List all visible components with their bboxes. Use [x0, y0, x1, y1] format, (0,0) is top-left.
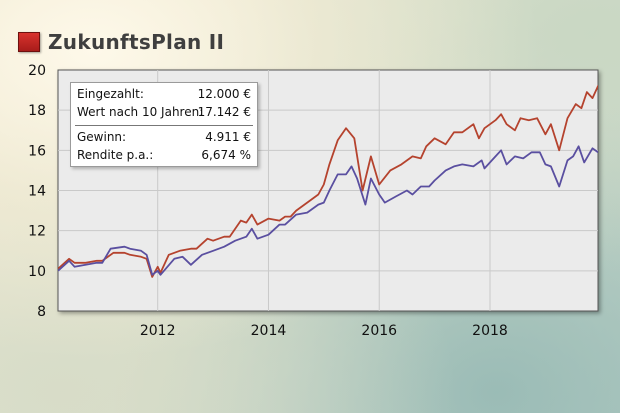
summary-row-deposit: Eingezahlt: 12.000 €	[77, 86, 251, 102]
y-tick-label: 16	[28, 143, 46, 159]
y-tick-label: 20	[28, 63, 46, 79]
series-line-2	[58, 145, 598, 276]
value-10y-value: 17.142 €	[197, 105, 251, 119]
series-group	[58, 84, 598, 278]
summary-row-value-10y: Wert nach 10 Jahren: 17.142 €	[77, 104, 251, 120]
x-tick-label: 2018	[472, 323, 508, 339]
title-marker-icon	[18, 32, 40, 52]
y-tick-label: 10	[28, 264, 46, 280]
x-tick-label: 2014	[251, 323, 287, 339]
chart-title: ZukunftsPlan II	[48, 30, 225, 54]
return-value: 6,674 %	[201, 148, 251, 162]
x-tick-label: 2016	[361, 323, 397, 339]
series-line-1	[58, 84, 598, 278]
summary-box: Eingezahlt: 12.000 € Wert nach 10 Jahren…	[70, 82, 258, 167]
value-10y-label: Wert nach 10 Jahren:	[77, 105, 204, 119]
gain-value: 4.911 €	[205, 130, 251, 144]
return-label: Rendite p.a.:	[77, 148, 154, 162]
summary-divider	[75, 125, 253, 126]
y-tick-label: 14	[28, 184, 46, 200]
summary-row-gain: Gewinn: 4.911 €	[77, 129, 251, 145]
x-axis: 2012 2014 2016 2018	[140, 323, 508, 339]
y-tick-label: 8	[37, 304, 46, 320]
y-axis: 8 10 12 14 16 18 20	[28, 63, 46, 320]
y-tick-label: 18	[28, 103, 46, 119]
y-tick-label: 12	[28, 224, 46, 240]
deposit-label: Eingezahlt:	[77, 87, 144, 101]
x-tick-label: 2012	[140, 323, 176, 339]
deposit-value: 12.000 €	[197, 87, 251, 101]
gain-label: Gewinn:	[77, 130, 127, 144]
summary-row-return: Rendite p.a.: 6,674 %	[77, 147, 251, 163]
